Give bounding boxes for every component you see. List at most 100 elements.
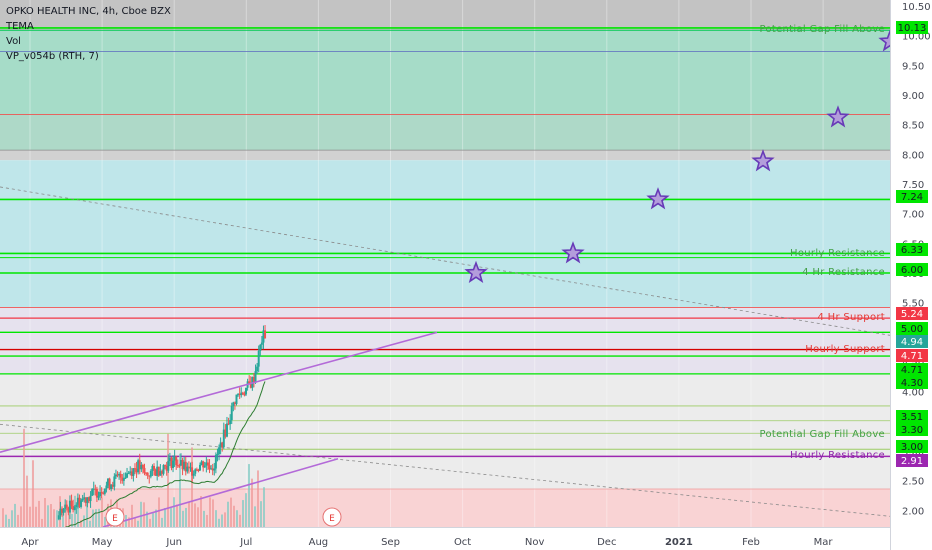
volume-bar xyxy=(173,497,175,527)
price-badge: 4.30 xyxy=(896,376,928,389)
volume-bar xyxy=(80,520,82,527)
price-tick-label: 5.50 xyxy=(902,299,924,310)
volume-bar xyxy=(47,505,49,527)
candle-body xyxy=(213,468,216,471)
candle-body xyxy=(76,497,79,505)
candle-body xyxy=(62,508,65,513)
candle-body xyxy=(124,477,127,479)
candle-body xyxy=(156,466,159,476)
candle-body xyxy=(154,469,157,476)
volume-bar xyxy=(167,433,169,527)
candle-body xyxy=(153,466,156,470)
candle-body xyxy=(202,461,205,468)
candle-body xyxy=(149,470,152,477)
time-tick-label: Apr xyxy=(21,537,39,548)
volume-bar xyxy=(134,518,136,527)
candle-body xyxy=(222,429,225,448)
candle-body xyxy=(187,466,190,468)
volume-bar xyxy=(215,510,217,527)
volume-bar xyxy=(17,514,19,527)
candle-body xyxy=(178,465,181,467)
volume-bar xyxy=(224,512,226,527)
candle-body xyxy=(200,461,203,465)
volume-bar xyxy=(35,506,37,527)
candle-body xyxy=(203,465,206,468)
candle-body xyxy=(170,457,173,468)
candle-body xyxy=(95,489,98,498)
price-badge-background xyxy=(896,307,928,320)
price-zone xyxy=(0,160,890,308)
volume-bar xyxy=(239,514,241,527)
candle-body xyxy=(116,474,119,476)
candle-body xyxy=(118,473,121,476)
channel-upper-line xyxy=(0,331,438,453)
volume-bar xyxy=(191,447,193,527)
candle-body xyxy=(248,381,251,384)
price-badge: 3.00 xyxy=(896,440,928,453)
price-badge: 3.51 xyxy=(896,410,928,423)
volume-bar xyxy=(242,500,244,527)
candle-body xyxy=(129,471,132,474)
price-badge: 6.00 xyxy=(896,263,928,276)
price-badge-label: 5.00 xyxy=(901,324,923,335)
candle-body xyxy=(146,472,149,476)
time-tick-label: Jul xyxy=(239,537,252,548)
volume-bar xyxy=(248,464,250,527)
candle-body xyxy=(238,393,241,396)
indicator-tema: TEMA xyxy=(6,21,34,32)
price-badge: 5.00 xyxy=(896,322,928,335)
candle-body xyxy=(260,342,263,345)
volume-bar xyxy=(29,506,31,527)
volume-bar xyxy=(149,518,151,527)
level-annotation: Hourly Resistance xyxy=(790,450,885,461)
level-annotation: Hourly Resistance xyxy=(790,248,885,259)
price-tick-label: 7.50 xyxy=(902,180,924,191)
trend-line-dashed xyxy=(0,186,891,336)
price-badge-label: 4.71 xyxy=(901,365,923,376)
candle-body xyxy=(186,466,189,472)
candle-body xyxy=(70,500,73,507)
price-badge: 2.91 xyxy=(896,454,928,467)
volume-bar xyxy=(194,503,196,527)
volume-bar xyxy=(233,505,235,527)
price-badge-background xyxy=(896,376,928,389)
volume-bar xyxy=(137,520,139,527)
earnings-marker-circle xyxy=(322,507,342,527)
volume-bar xyxy=(98,508,100,527)
price-zone xyxy=(0,150,890,161)
price-badge-label: 7.24 xyxy=(901,192,923,203)
volume-bar xyxy=(23,428,25,527)
candle-body xyxy=(192,473,195,476)
candle-body xyxy=(89,495,92,502)
volume-bar xyxy=(245,493,247,527)
volume-bar xyxy=(227,501,229,527)
time-axis-background xyxy=(0,527,890,550)
candle-body xyxy=(252,376,255,383)
level-annotation: 4 Hr Resistance xyxy=(802,267,885,278)
target-star xyxy=(561,241,585,264)
time-tick-label: Jun xyxy=(165,537,182,548)
candle-body xyxy=(210,468,213,470)
volume-bar xyxy=(53,509,55,527)
level-annotation: Hourly Support xyxy=(805,344,885,355)
price-badge-label: 6.33 xyxy=(901,245,923,256)
volume-bar xyxy=(158,497,160,527)
price-zone xyxy=(0,0,890,31)
candle-body xyxy=(183,461,186,470)
price-badge-label: 10.13 xyxy=(898,23,927,34)
candle-body xyxy=(195,469,198,471)
candle-body xyxy=(176,465,179,467)
target-star xyxy=(826,105,850,128)
volume-bar xyxy=(170,508,172,527)
plot-area: E E Potential Gap Fill Above Hourly Resista… xyxy=(0,0,902,531)
candle-body xyxy=(237,393,240,395)
price-zone xyxy=(0,51,890,115)
candle-body xyxy=(132,468,135,476)
candle-body xyxy=(141,464,144,468)
candle-body xyxy=(127,473,130,475)
price-badge: 4.71 xyxy=(896,349,928,362)
candle-body xyxy=(73,506,76,510)
candle-body xyxy=(259,344,262,351)
